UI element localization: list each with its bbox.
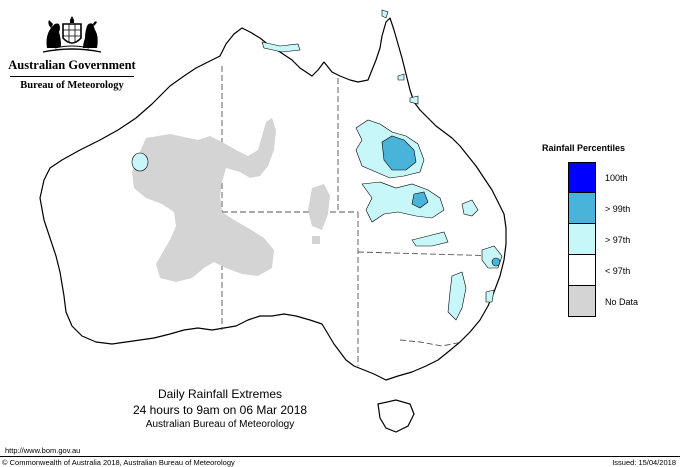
legend-swatch <box>568 286 596 317</box>
caption-title: Daily Rainfall Extremes <box>157 387 283 401</box>
map-caption: Daily Rainfall Extremes 24 hours to 9am … <box>110 386 330 432</box>
caption-source: Australian Bureau of Meteorology <box>145 419 295 430</box>
legend-label: > 97th <box>605 235 631 245</box>
legend-label: > 99th <box>605 204 631 214</box>
issued-date: Issued: 15/04/2018 <box>612 458 676 467</box>
legend-swatch <box>568 255 596 286</box>
bureau-name: Bureau of Meteorology <box>20 80 124 91</box>
legend-label: < 97th <box>605 266 631 276</box>
government-name: Australian Government <box>8 58 136 72</box>
legend-swatch <box>568 193 596 224</box>
footer-divider <box>0 456 680 457</box>
legend-title: Rainfall Percentiles <box>542 143 626 153</box>
caption-period: 24 hours to 9am on 06 Mar 2018 <box>132 403 308 417</box>
above-99th-regions <box>381 135 501 267</box>
copyright-notice: © Commonwealth of Australia 2018, Austra… <box>2 458 235 467</box>
state-borders <box>221 66 501 366</box>
header-divider <box>10 76 134 77</box>
website-link[interactable]: http://www.bom.gov.au <box>5 446 81 455</box>
legend-swatch <box>568 162 596 193</box>
commonwealth-coat-of-arms-icon <box>42 16 102 53</box>
organisation-header: Australian Government Bureau of Meteorol… <box>8 14 136 91</box>
australia-mainland <box>39 17 507 381</box>
legend-label: No Data <box>605 297 639 307</box>
no-data-region-east <box>308 184 330 230</box>
no-data-region-small <box>312 236 320 244</box>
legend-label: 100th <box>605 173 628 183</box>
legend-swatch <box>568 224 596 255</box>
tasmania <box>377 399 415 433</box>
no-data-region <box>132 118 276 282</box>
